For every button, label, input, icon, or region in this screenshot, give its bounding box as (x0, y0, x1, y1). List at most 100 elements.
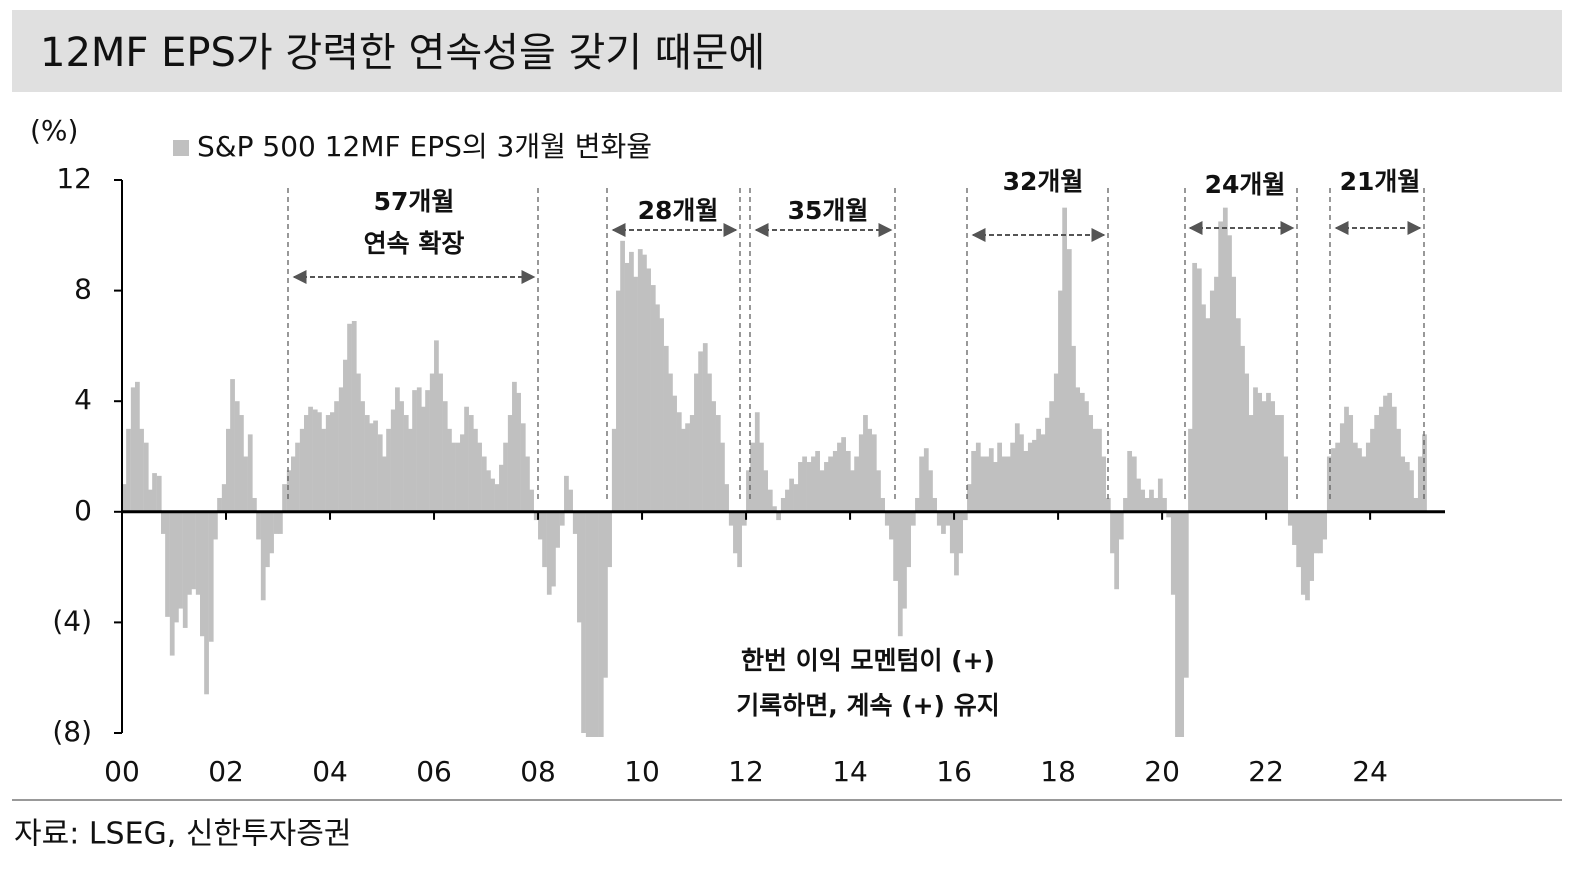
bar (1361, 456, 1367, 512)
bar (122, 484, 127, 512)
y-tick-label: 12 (56, 162, 92, 195)
bar (395, 387, 400, 512)
bar (460, 434, 465, 512)
bar (1396, 428, 1401, 512)
bar (1019, 434, 1024, 512)
bar (1006, 456, 1011, 512)
bar (490, 478, 495, 512)
bar (525, 456, 530, 512)
bar (958, 511, 963, 554)
bar (1153, 497, 1159, 512)
bar (308, 406, 313, 512)
bar (1157, 478, 1163, 512)
bar (1123, 497, 1128, 512)
bar (1049, 401, 1055, 512)
bar (1417, 456, 1423, 512)
bar (260, 511, 266, 601)
x-tick-label: 14 (832, 755, 868, 788)
bar (473, 428, 478, 512)
bar (325, 415, 331, 512)
bar (889, 511, 894, 540)
bar (824, 462, 829, 512)
bar (555, 511, 560, 548)
bar (906, 511, 911, 568)
bar (850, 470, 855, 512)
bar (1162, 497, 1167, 512)
bar (802, 456, 807, 512)
x-tick-label: 08 (520, 755, 556, 788)
x-tick-label: 10 (624, 755, 660, 788)
x-tick-label: 16 (936, 755, 972, 788)
bar (1140, 489, 1146, 512)
bar (923, 448, 929, 512)
annotation: 연속 확장 (364, 229, 465, 258)
bar (1032, 439, 1037, 512)
bars (122, 207, 1427, 737)
bar (477, 442, 482, 512)
bar (1287, 511, 1293, 526)
bar (217, 497, 222, 512)
bar (858, 434, 864, 512)
x-tick-label: 20 (1144, 755, 1180, 788)
bar (1205, 318, 1211, 512)
bar (590, 511, 595, 737)
bar (728, 511, 734, 526)
bar (1079, 392, 1085, 512)
bar (239, 415, 244, 512)
bar (148, 489, 153, 512)
bar (273, 511, 279, 534)
bar (650, 285, 656, 512)
bar (1131, 456, 1137, 512)
bar (226, 428, 231, 512)
bar (954, 511, 959, 576)
bar (295, 442, 300, 512)
bar (252, 497, 257, 512)
bar (932, 497, 937, 512)
bar (694, 373, 699, 512)
bar (1318, 511, 1323, 554)
bar (993, 462, 998, 512)
bar (1088, 415, 1094, 512)
bar (499, 464, 504, 512)
bar (819, 470, 825, 512)
bar (1352, 442, 1358, 512)
x-tick-label: 04 (312, 755, 348, 788)
bar (1292, 511, 1297, 545)
bar (871, 434, 877, 512)
bar (1409, 470, 1414, 512)
bar (594, 511, 599, 737)
bar (1313, 511, 1319, 554)
bar (377, 434, 383, 512)
chart-title: 12MF EPS가 강력한 연속성을 갖기 때문에 (40, 30, 765, 76)
bar (481, 456, 487, 512)
bar (919, 456, 924, 512)
bar (962, 511, 968, 521)
bar (165, 511, 170, 617)
bar (1075, 387, 1081, 512)
bar (195, 511, 201, 595)
y-tick-label: (4) (52, 604, 92, 637)
annotation: 기록하면, 계속 (+) 유지 (736, 691, 999, 720)
bar (464, 406, 469, 512)
bar (451, 442, 456, 512)
bar (364, 415, 370, 512)
annotation: 24개월 (1205, 170, 1286, 199)
bar (1084, 401, 1089, 512)
bar (841, 437, 846, 512)
bar (403, 415, 409, 512)
bar (369, 423, 374, 512)
annotations: 57개월 연속 확장 28개월 35개월 32개월 24개월 21개월 한번 이… (287, 167, 1425, 720)
y-tick-label: 0 (74, 494, 92, 527)
bar (1378, 406, 1384, 512)
bar (442, 401, 448, 512)
bar (278, 511, 283, 534)
bar (936, 511, 942, 526)
bar (1105, 497, 1111, 512)
bar (139, 428, 144, 512)
bar (1001, 456, 1007, 512)
bar (1114, 511, 1120, 590)
bar (334, 401, 339, 512)
bar (702, 343, 708, 512)
bar (1413, 497, 1419, 512)
bar (1305, 511, 1310, 601)
